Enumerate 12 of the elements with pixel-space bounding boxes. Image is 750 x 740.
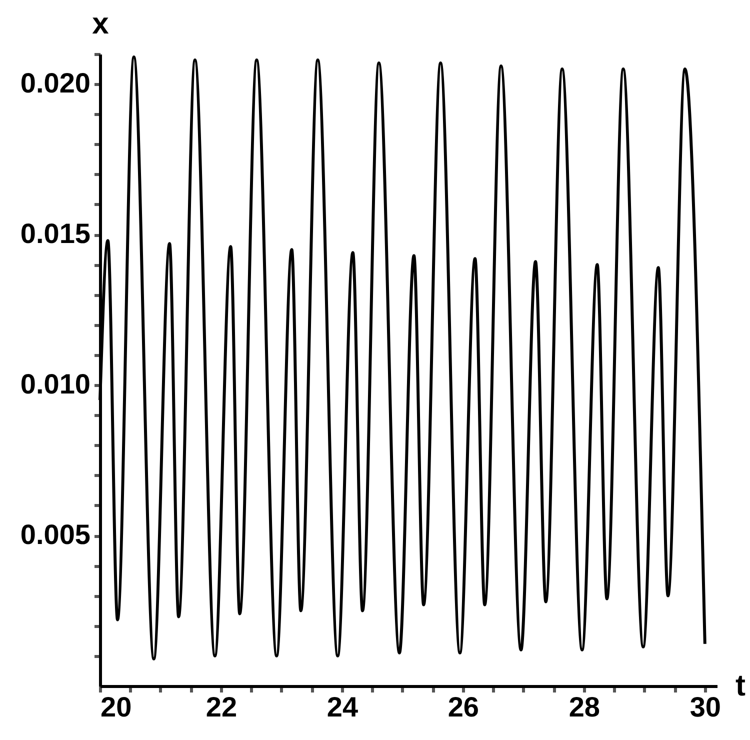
- x-axis-title: t: [736, 670, 746, 702]
- y-tick-label: 0.020: [20, 68, 90, 99]
- y-tick-label: 0.010: [20, 368, 90, 400]
- y-axis-title: x: [92, 8, 110, 40]
- x-tick-label: 24: [326, 692, 358, 722]
- x-tick-label: 26: [448, 692, 480, 722]
- x-tick-label: 28: [568, 692, 600, 722]
- x-tick-label: 20: [100, 692, 132, 722]
- x-tick-label: 22: [206, 692, 238, 722]
- y-tick-label: 0.015: [20, 218, 90, 250]
- x-tick-label: 30: [690, 692, 721, 722]
- y-tick-label: 0.005: [20, 519, 90, 550]
